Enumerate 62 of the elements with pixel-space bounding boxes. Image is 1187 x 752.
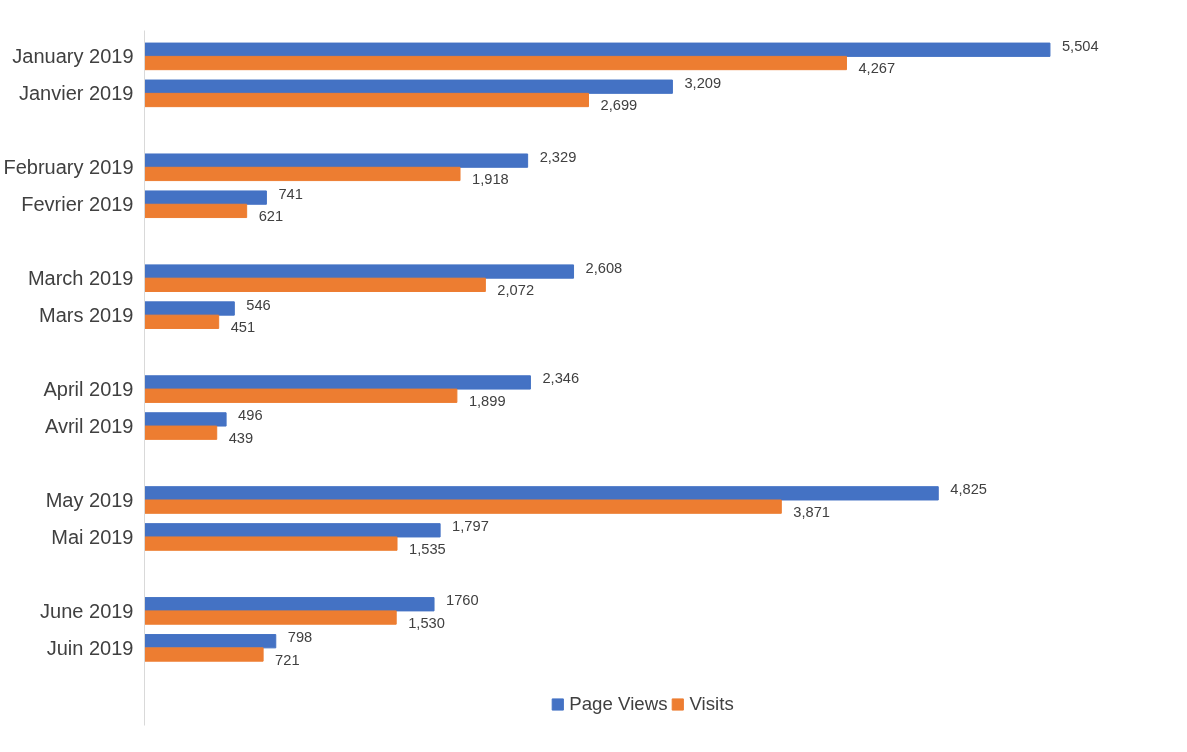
data-label: 4,267 [858,60,896,77]
bar [144,610,397,625]
bar [144,425,218,440]
y-tick-label: Avril 2019 [44,415,134,438]
data-label: 2,699 [600,97,638,113]
data-label: 3,871 [793,503,830,520]
bar [144,412,227,427]
data-label: 621 [258,207,284,224]
data-label: 1,535 [409,540,446,557]
data-label: 741 [278,185,303,202]
data-label: 439 [228,429,254,446]
y-tick-label: February 2019 [3,156,134,179]
data-label: 546 [246,296,271,313]
y-tick-label: March 2019 [27,267,134,290]
bar [144,264,575,279]
y-tick-label: Fevrier 2019 [21,193,134,216]
bar [144,597,435,612]
bar [144,375,531,390]
bar [144,536,398,551]
y-tick-label: Janvier 2019 [18,82,134,105]
legend-label: Visits [689,693,734,715]
data-label: 3,209 [684,74,722,91]
data-label: 1760 [446,592,479,609]
data-label: 2,329 [539,148,577,165]
bar [144,499,782,514]
data-label: 451 [230,318,256,335]
y-tick-label: Mars 2019 [39,304,134,327]
data-label: 5,504 [1061,37,1099,54]
y-tick-label: January 2019 [12,45,134,68]
bar [144,190,267,205]
y-tick-label: Mai 2019 [51,525,134,548]
bar [144,277,486,292]
bar [144,55,847,71]
bar [144,634,277,649]
legend-label: Page Views [569,693,668,715]
data-label: 4,825 [950,481,987,498]
data-label: 1,797 [452,518,489,535]
data-label: 2,608 [585,259,623,276]
bar [144,42,1051,57]
y-tick-label: June 2019 [40,599,134,622]
bar [144,153,529,168]
bar [144,388,458,403]
y-tick-label: Juin 2019 [46,636,134,659]
y-tick-label: May 2019 [45,488,134,511]
data-label: 496 [238,407,263,424]
data-label: 721 [275,651,300,668]
bar [144,92,590,108]
bar [144,523,441,538]
bar [144,314,220,329]
bar [144,647,264,662]
y-tick-label: April 2019 [43,378,134,401]
bar [144,79,673,94]
data-label: 2,072 [497,281,535,298]
data-label: 798 [287,629,313,646]
bar [144,486,939,501]
bar [144,203,248,219]
bar [144,301,235,316]
data-label: 1,530 [408,614,445,631]
data-label: 1,918 [472,170,509,187]
bar [144,166,461,182]
data-label: 1,899 [468,392,506,409]
data-label: 2,346 [542,370,580,387]
